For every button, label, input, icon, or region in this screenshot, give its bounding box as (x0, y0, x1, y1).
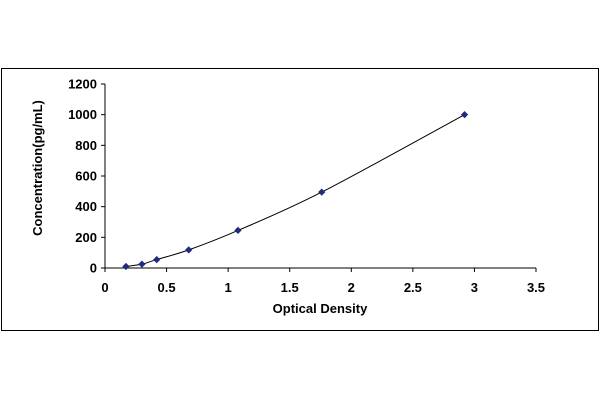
x-tick-label: 0 (101, 280, 108, 295)
tick-labels: 0 200 400 600 800 1000 1200 0 0.5 1 1.5 2 2.5 3 3.5 (68, 77, 545, 296)
x-tick-label: 1.5 (281, 280, 299, 295)
x-tick-label: 3 (471, 280, 478, 295)
axes (101, 83, 537, 272)
data-points (122, 111, 469, 271)
x-tick-label: 1 (225, 280, 232, 295)
y-tick-label: 200 (75, 230, 97, 245)
y-tick-label: 1200 (68, 77, 97, 92)
data-point-marker (138, 260, 146, 268)
x-tick-label: 2.5 (404, 280, 422, 295)
y-tick-label: 800 (75, 138, 97, 153)
data-point-marker (122, 262, 130, 271)
data-point-marker (318, 188, 326, 196)
data-point-marker (460, 111, 469, 119)
x-tick-label: 3.5 (527, 280, 545, 295)
data-point-marker (234, 226, 242, 235)
x-axis-title: Optical Density (273, 301, 368, 316)
data-point-marker (185, 246, 193, 254)
y-tick-label: 0 (90, 261, 97, 276)
y-tick-label: 1000 (68, 107, 97, 122)
y-tick-label: 400 (75, 199, 97, 214)
x-tick-label: 0.5 (158, 280, 176, 295)
y-axis-title: Concentration(pg/mL) (30, 100, 45, 236)
data-point-marker (153, 255, 161, 264)
x-tick-label: 2 (348, 280, 355, 295)
chart-outer-frame (1, 68, 599, 331)
y-tick-label: 600 (75, 169, 97, 184)
